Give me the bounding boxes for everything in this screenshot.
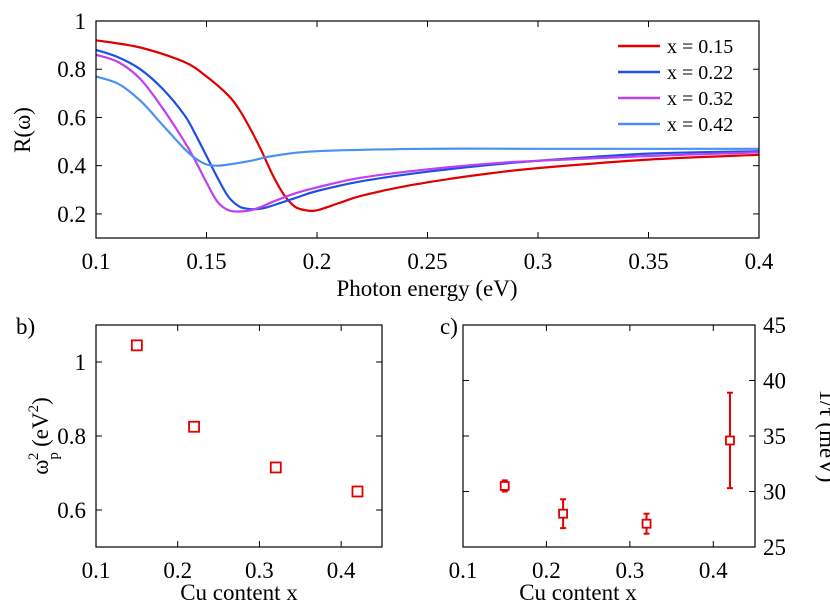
panel-c-y-tick-label: 45	[763, 313, 786, 338]
panel-a-x-ticks: 0.1 0.15 0.2 0.25 0.3 0.35 0.4	[82, 21, 774, 274]
series-line-x-015	[95, 39, 760, 213]
panel-a-legend: x = 0.15 x = 0.22 x = 0.32 x = 0.42	[618, 36, 733, 136]
data-point-square	[725, 435, 735, 446]
panel-c-x-tick-label: 0.1	[449, 558, 478, 583]
panel-a-y-ticks: 0.2 0.4 0.6 0.8 1	[57, 9, 759, 227]
panel-a-ylabel: R(ω)	[10, 107, 35, 153]
panel-c-x-tick-label: 0.3	[615, 558, 644, 583]
series-line-x-032	[95, 53, 760, 213]
panel-b-y-tick-label: 0.8	[57, 424, 86, 449]
legend-entry: x = 0.32	[667, 88, 733, 110]
panel-b-x-tick-label: 0.3	[245, 558, 274, 583]
panel-b-x-ticks: 0.1 0.2 0.3 0.4	[82, 325, 356, 583]
panel-b-xlabel: Cu content x	[180, 580, 298, 605]
panel-b: 0.1 0.2 0.3 0.4 0.60.81 b) Cu content x ωp2…	[16, 314, 383, 605]
legend-entry: x = 0.42	[667, 114, 733, 136]
panel-b-x-tick-label: 0.4	[327, 558, 356, 583]
data-point-square	[641, 518, 652, 529]
panel-c-ylabel: 1/τ (meV)	[815, 390, 830, 483]
panel-a-x-tick-label: 0.15	[186, 249, 226, 274]
panel-a-xlabel: Photon energy (eV)	[337, 276, 518, 301]
panel-c-y-tick-label: 35	[763, 424, 786, 449]
panel-c-x-tick-label: 0.2	[532, 558, 561, 583]
panel-b-x-tick-label: 0.2	[163, 558, 192, 583]
panel-a: 0.1 0.15 0.2 0.25 0.3 0.35 0.4 0.2 0.4 0.6 0.8 1 P…	[10, 9, 774, 301]
panel-c-y-ticks: 25 30 35 40 45	[463, 313, 786, 560]
panel-a-x-tick-label: 0.4	[745, 249, 774, 274]
data-point-square	[130, 339, 143, 352]
panel-c-y-tick-label: 30	[763, 480, 786, 505]
panel-a-y-tick-label: 1	[75, 9, 87, 34]
panel-a-x-tick-label: 0.1	[82, 249, 111, 274]
data-point-square	[188, 420, 200, 433]
panel-b-x-tick-label: 0.1	[82, 558, 111, 583]
panel-a-y-tick-label: 0.8	[57, 57, 86, 82]
panel-a-y-tick-label: 0.2	[57, 202, 86, 227]
data-point-square	[269, 461, 282, 474]
panel-b-label: b)	[16, 314, 35, 339]
panel-a-x-tick-label: 0.25	[407, 249, 447, 274]
panel-b-axes-frame	[95, 324, 383, 548]
series-line-x-022	[95, 48, 760, 211]
data-point-square	[351, 485, 364, 498]
panel-c-y-tick-label: 25	[763, 535, 786, 560]
panel-c-xlabel: Cu content x	[519, 580, 637, 605]
data-point-square	[499, 481, 510, 491]
panel-a-x-tick-label: 0.3	[524, 249, 553, 274]
panel-c-axes-frame	[462, 324, 756, 548]
panel-c-y-tick-label: 40	[763, 369, 786, 394]
panel-a-series-group	[95, 39, 760, 213]
panel-b-points	[130, 339, 364, 498]
legend-entry: x = 0.22	[667, 62, 733, 84]
panel-b-y-tick-label: 0.6	[57, 498, 86, 523]
panel-a-axes-frame	[95, 20, 760, 239]
panel-a-x-tick-label: 0.2	[303, 249, 332, 274]
legend-entry: x = 0.15	[667, 36, 733, 58]
panel-c-label: c)	[440, 314, 458, 339]
panel-c-points	[499, 391, 735, 535]
panel-a-y-tick-label: 0.4	[57, 154, 86, 179]
data-point-square	[558, 508, 569, 519]
series-line-x-042	[95, 75, 759, 167]
panel-a-y-tick-label: 0.6	[57, 105, 86, 130]
panel-b-y-tick-label: 1	[75, 350, 87, 375]
panel-c-x-tick-label: 0.4	[699, 558, 728, 583]
panel-c-x-ticks: 0.1 0.2 0.3 0.4	[449, 325, 728, 583]
panel-b-y-ticks: 0.6 0.8 1	[57, 350, 382, 523]
panel-a-x-tick-label: 0.35	[628, 249, 668, 274]
